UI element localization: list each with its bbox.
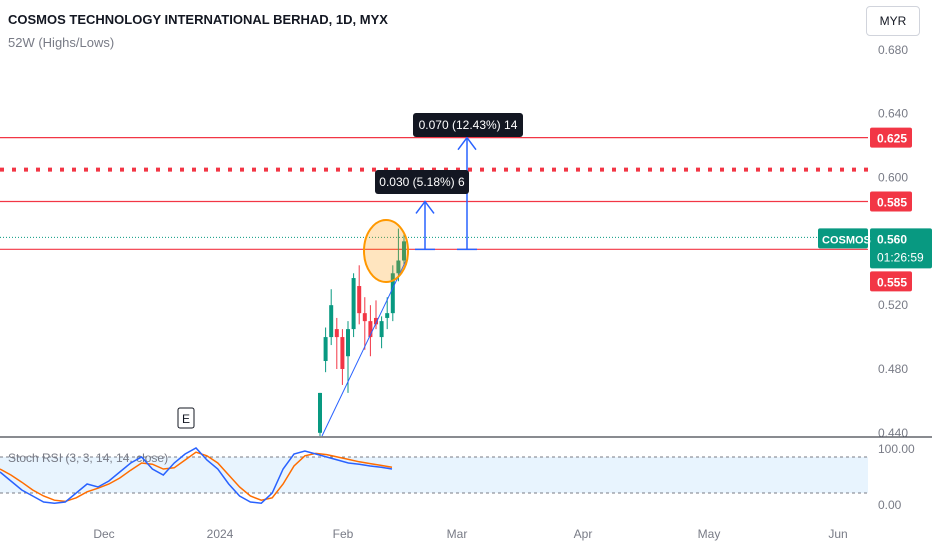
candle-body [362,313,367,322]
candle-body [390,273,395,314]
price-tag-0585: 0.585 [870,191,912,212]
countdown-timer: 01:26:59 [877,250,924,264]
stoch-axis-min: 0.00 [878,498,902,512]
x-axis-label: May [698,527,721,541]
measure-label-2-bg [413,113,523,137]
candle-body [329,305,334,338]
x-axis-label: Mar [447,527,468,541]
candle-body [379,321,384,338]
y-axis-tick-label: 0.600 [878,171,908,185]
price-tag-0585-text: 0.585 [877,195,907,209]
price-tag-0555-text: 0.555 [877,275,907,289]
measure-arrow-2-head [457,136,477,151]
symbol-tag-text: COSMOS [822,234,871,246]
price-tag-0625-bg [870,127,912,148]
symbol-tag: COSMOS [818,228,871,249]
candle-body [346,329,350,357]
y-axis-tick-label: 0.640 [878,107,908,121]
y-axis-tick-label: 0.680 [878,43,908,57]
y-axis-tick-label: 0.480 [878,362,908,376]
candle-body [351,278,356,330]
x-axis-label: 2024 [207,527,234,541]
candle-body [357,286,362,314]
measure-label-2-text: 0.070 (12.43%) 14 [419,118,518,132]
candle-body [368,321,373,338]
measure-label-1: 0.030 (5.18%) 6 [375,170,469,194]
trend-line [321,260,407,437]
candle-body [323,337,328,362]
last-price-value: 0.560 [877,232,907,246]
highlight-circle [363,219,409,283]
price-tag-0585-bg [870,191,912,212]
earnings-marker: E [177,407,195,429]
price-tag-0625-text: 0.625 [877,132,907,146]
currency-button[interactable]: MYR [866,6,920,36]
candle-body [385,313,390,318]
candle-body [396,260,401,274]
x-axis-label: Jun [828,527,847,541]
measure-label-1-text: 0.030 (5.18%) 6 [379,175,465,189]
x-axis-label: Feb [333,527,354,541]
price-tag-0625: 0.625 [870,127,912,148]
symbol-tag-bg [818,228,868,249]
stoch-k-line [0,447,393,504]
price-tag-0555: 0.555 [870,271,912,292]
last-price-tag-bg [870,228,932,269]
stoch-axis-max: 100.00 [878,442,915,456]
measure-label-2: 0.070 (12.43%) 14 [413,113,523,137]
stoch-rsi-label: Stoch RSI (3, 3, 14, 14, close) [8,451,168,465]
measure-arrow-1 [415,200,435,251]
candle-body [340,337,345,369]
earnings-marker-text: E [182,412,190,426]
last-price-tag: 0.560 01:26:59 [870,228,932,269]
measure-label-1-bg [375,170,469,194]
x-axis-label: Dec [93,527,114,541]
measure-arrow-1-head [415,200,435,214]
indicator-label[interactable]: 52W (Highs/Lows) [8,35,115,50]
x-axis-label: Apr [574,527,593,541]
earnings-marker-box [177,407,195,429]
candle-body [334,329,339,338]
y-axis-tick-label: 0.520 [878,298,908,312]
candle-body [374,317,378,325]
candle-body [402,241,406,261]
price-tag-0555-bg [870,271,912,292]
y-axis-tick-label: 0.440 [878,426,908,440]
chart-title: COSMOS TECHNOLOGY INTERNATIONAL BERHAD, … [8,12,388,27]
candle-body [318,392,322,433]
